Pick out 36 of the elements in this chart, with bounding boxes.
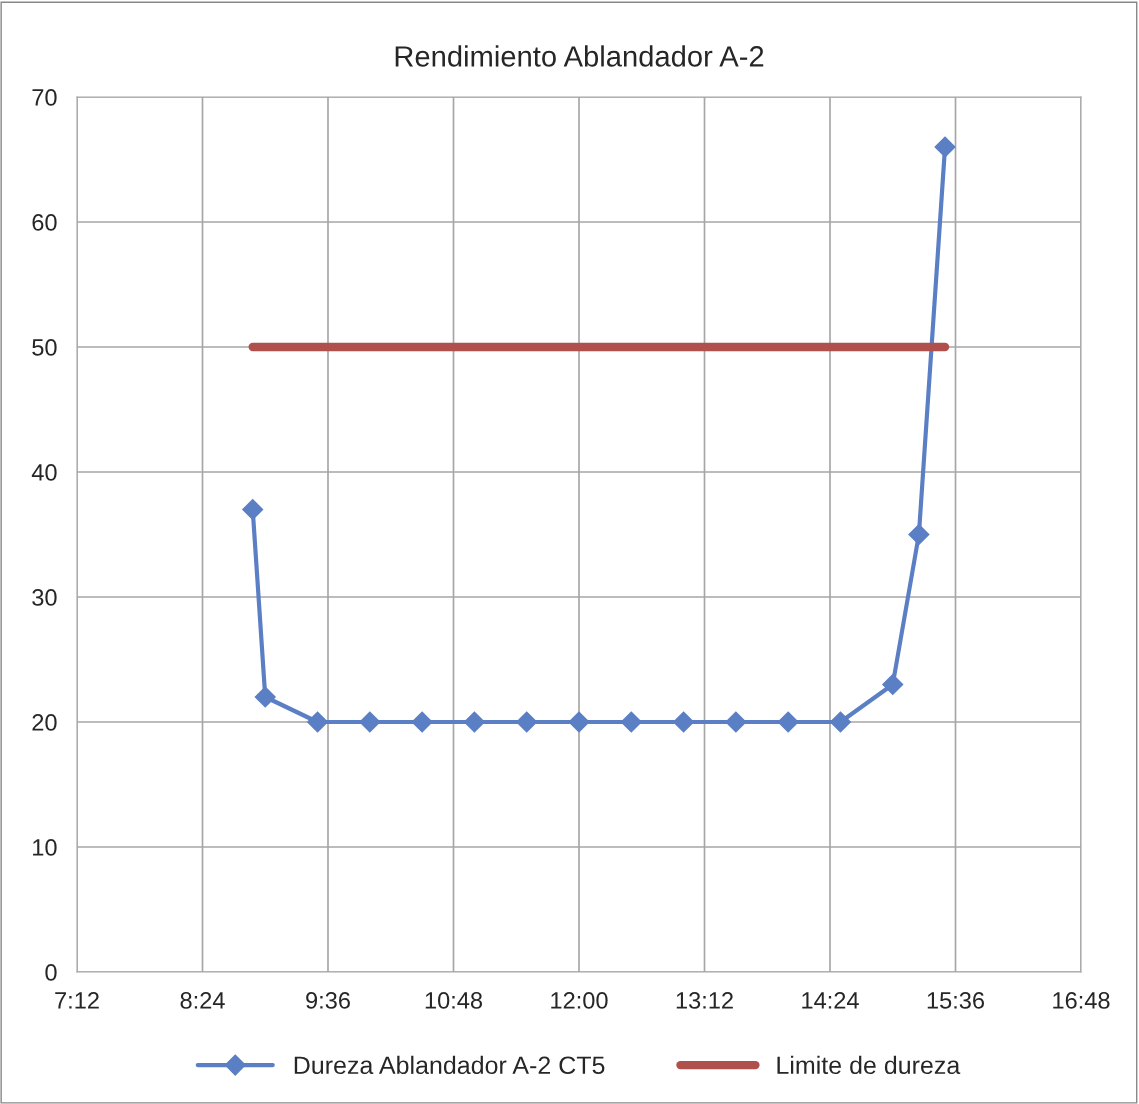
y-tick-label: 30 (32, 589, 57, 606)
legend-label: Limite de dureza (777, 1055, 961, 1075)
point (516, 711, 538, 733)
point (307, 711, 329, 733)
point (777, 711, 799, 733)
chart-title: Rendimiento Ablandador A-2 (395, 45, 764, 67)
legend-label: Dureza Ablandador A-2 CT5 (294, 1055, 605, 1075)
y-tick-label: 60 (32, 214, 57, 231)
y-tick-label: 0 (45, 964, 57, 981)
point (568, 711, 590, 733)
x-tick-label: 15:36 (927, 992, 985, 1009)
y-tick-label: 70 (32, 89, 57, 106)
x-tick-label: 7:12 (55, 992, 99, 1009)
point (908, 523, 930, 546)
x-tick-label: 9:36 (306, 992, 350, 1009)
point (620, 711, 642, 733)
point (882, 673, 904, 696)
point (673, 711, 695, 733)
point (242, 498, 264, 521)
y-tick-label: 20 (32, 714, 57, 731)
y-tick-label: 40 (31, 464, 57, 481)
point (829, 711, 851, 733)
x-tick-label: 8:24 (180, 992, 225, 1009)
x-tick-label: 10:48 (425, 992, 483, 1009)
point (411, 711, 433, 733)
x-tick-label: 16:48 (1053, 992, 1110, 1009)
point (725, 711, 747, 733)
point (934, 136, 956, 158)
y-tick-label: 50 (32, 339, 57, 356)
point (463, 711, 485, 733)
x-tick-label: 13:12 (676, 992, 733, 1009)
y-tick-label: 10 (33, 839, 57, 856)
point (359, 711, 381, 733)
x-tick-label: 12:00 (551, 992, 608, 1009)
x-tick-label: 14:24 (802, 992, 859, 1009)
point (254, 686, 276, 708)
